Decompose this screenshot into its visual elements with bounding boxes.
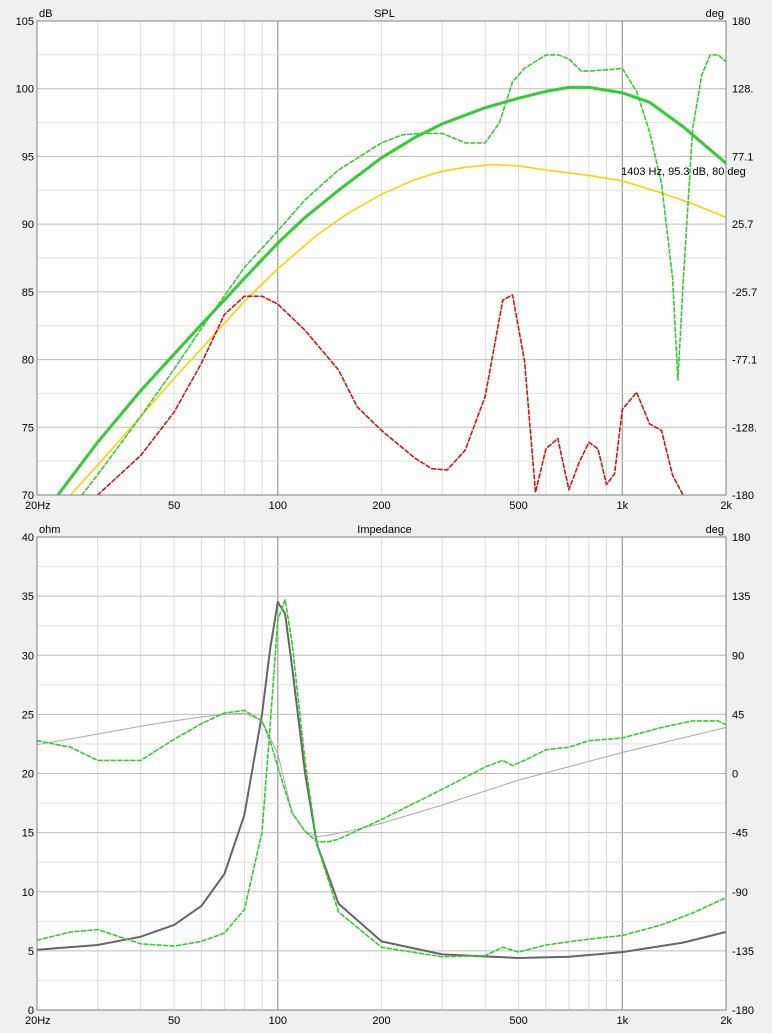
spl-y-tick-label: 75: [22, 422, 34, 434]
imp-y2-tick-label: 135: [732, 591, 750, 603]
spl-y2-tick-label: -128.: [732, 422, 757, 434]
imp-y-tick-label: 10: [22, 887, 34, 899]
imp-y2-tick-label: 180: [732, 532, 750, 544]
impedance-chart-svg: 20Hz 50 100 200 500 1k 2k 0 5 10 15 20 25 30 35 40 -180 -…: [22, 524, 754, 1027]
imp-y-tick-label: 40: [22, 532, 34, 544]
imp-series-2: [37, 598, 726, 958]
imp-y-tick-label: 30: [22, 650, 34, 662]
imp-y2-tick-label: -45: [732, 828, 748, 840]
spl-y-tick-label: 90: [22, 219, 34, 231]
spl-x-tick-label: 20Hz: [25, 500, 51, 512]
imp-series-3: [37, 709, 726, 843]
spl-plot-border: [36, 20, 727, 496]
imp-x-tick-label: 200: [372, 1015, 390, 1027]
spl-x-tick-label: 1k: [616, 500, 628, 512]
imp-y2-tick-label: 0: [732, 769, 738, 781]
spl-y2-tick-label: 77.1: [732, 151, 753, 163]
imp-x-tick-label: 20Hz: [25, 1015, 51, 1027]
imp-y-tick-label: 15: [22, 828, 34, 840]
spl-chart-title: SPL: [374, 8, 395, 20]
spl-x-tick-label: 200: [372, 500, 390, 512]
impedance-chart: 20Hz 50 100 200 500 1k 2k 0 5 10 15 20 25 30 35 40 -180 -…: [0, 519, 772, 1033]
imp-y2-tick-label: -90: [732, 887, 748, 899]
spl-x-tick-label: 50: [168, 500, 180, 512]
imp-x-tick-label: 50: [168, 1015, 180, 1027]
spl-x-tick-label: 500: [509, 500, 527, 512]
spl-y2-axis-label: deg: [706, 8, 724, 20]
imp-y-tick-label: 0: [28, 1005, 34, 1017]
imp-y-axis-label: ohm: [39, 524, 60, 536]
spl-series-0: [69, 163, 726, 495]
imp-series-1: [37, 601, 726, 959]
imp-x-tick-label: 2k: [720, 1015, 732, 1027]
imp-y2-tick-label: -135: [732, 946, 754, 958]
imp-y-tick-label: 5: [28, 946, 34, 958]
spl-y-tick-label: 95: [22, 151, 34, 163]
imp-y-tick-label: 35: [22, 591, 34, 603]
spl-y2-tick-label: -77.1: [732, 355, 757, 367]
spl-cursor-annotation: 1403 Hz, 95.3 dB, 80 deg: [621, 166, 746, 178]
spl-x-tick-label: 2k: [720, 500, 732, 512]
spl-y2-tick-label: 180: [732, 16, 750, 28]
imp-x-tick-label: 1k: [616, 1015, 628, 1027]
spl-y2-tick-label: -180: [732, 490, 754, 502]
spl-series-1: [56, 85, 726, 495]
imp-x-tick-label: 500: [509, 1015, 527, 1027]
spl-y2-tick-label: -25.7: [732, 287, 757, 299]
spl-y2-tick-label: 128.: [732, 84, 753, 96]
spl-series-2: [81, 54, 726, 495]
spl-chart-svg: 20Hz 50 100 200 500 1k 2k 70 75 80 85 90 95 100 105 -18…: [16, 8, 757, 512]
imp-y-tick-label: 25: [22, 709, 34, 721]
imp-y2-axis-label: deg: [706, 524, 724, 536]
imp-y2-tick-label: 90: [732, 650, 744, 662]
imp-chart-title: Impedance: [357, 524, 411, 536]
spl-y-tick-label: 80: [22, 355, 34, 367]
spl-y-axis-label: dB: [39, 8, 52, 20]
spl-y-tick-label: 105: [16, 16, 34, 28]
imp-plot-border: [36, 536, 727, 1011]
spl-x-tick-label: 100: [269, 500, 287, 512]
spl-chart: 20Hz 50 100 200 500 1k 2k 70 75 80 85 90 95 100 105 -18…: [0, 0, 772, 514]
imp-y-tick-label: 20: [22, 769, 34, 781]
spl-y-tick-label: 100: [16, 84, 34, 96]
spl-series-3: [96, 294, 684, 495]
imp-y2-tick-label: 45: [732, 709, 744, 721]
spl-y2-tick-label: 25.7: [732, 219, 753, 231]
spl-y-tick-label: 70: [22, 490, 34, 502]
imp-x-tick-label: 100: [269, 1015, 287, 1027]
imp-y2-tick-label: -180: [732, 1005, 754, 1017]
spl-y-tick-label: 85: [22, 287, 34, 299]
